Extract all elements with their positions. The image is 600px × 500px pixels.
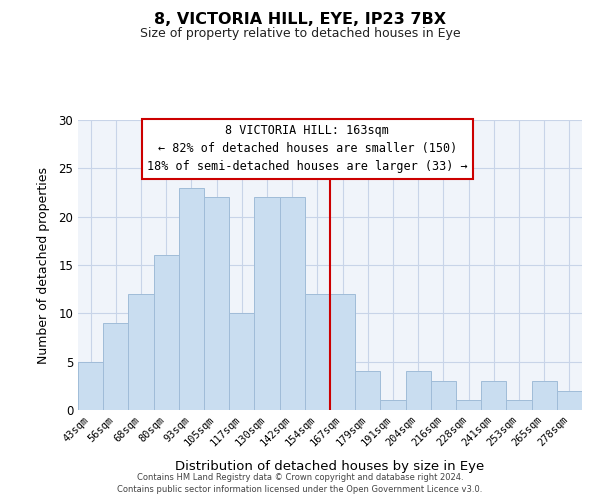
Bar [431, 381, 456, 410]
Bar [254, 198, 280, 410]
Bar [456, 400, 481, 410]
Bar [355, 372, 380, 410]
Bar [154, 256, 179, 410]
Bar [481, 381, 506, 410]
Text: 8 VICTORIA HILL: 163sqm
← 82% of detached houses are smaller (150)
18% of semi-d: 8 VICTORIA HILL: 163sqm ← 82% of detache… [147, 124, 467, 174]
Bar [103, 323, 128, 410]
Bar [406, 372, 431, 410]
Bar [128, 294, 154, 410]
Bar [330, 294, 355, 410]
Text: Contains HM Land Registry data © Crown copyright and database right 2024.: Contains HM Land Registry data © Crown c… [137, 472, 463, 482]
Bar [532, 381, 557, 410]
X-axis label: Distribution of detached houses by size in Eye: Distribution of detached houses by size … [175, 460, 485, 472]
Bar [380, 400, 406, 410]
Bar [179, 188, 204, 410]
Text: Contains public sector information licensed under the Open Government Licence v3: Contains public sector information licen… [118, 485, 482, 494]
Text: Size of property relative to detached houses in Eye: Size of property relative to detached ho… [140, 28, 460, 40]
Bar [557, 390, 582, 410]
Bar [229, 314, 254, 410]
Y-axis label: Number of detached properties: Number of detached properties [37, 166, 50, 364]
Bar [506, 400, 532, 410]
Bar [78, 362, 103, 410]
Bar [280, 198, 305, 410]
Bar [305, 294, 330, 410]
Text: 8, VICTORIA HILL, EYE, IP23 7BX: 8, VICTORIA HILL, EYE, IP23 7BX [154, 12, 446, 28]
Bar [204, 198, 229, 410]
